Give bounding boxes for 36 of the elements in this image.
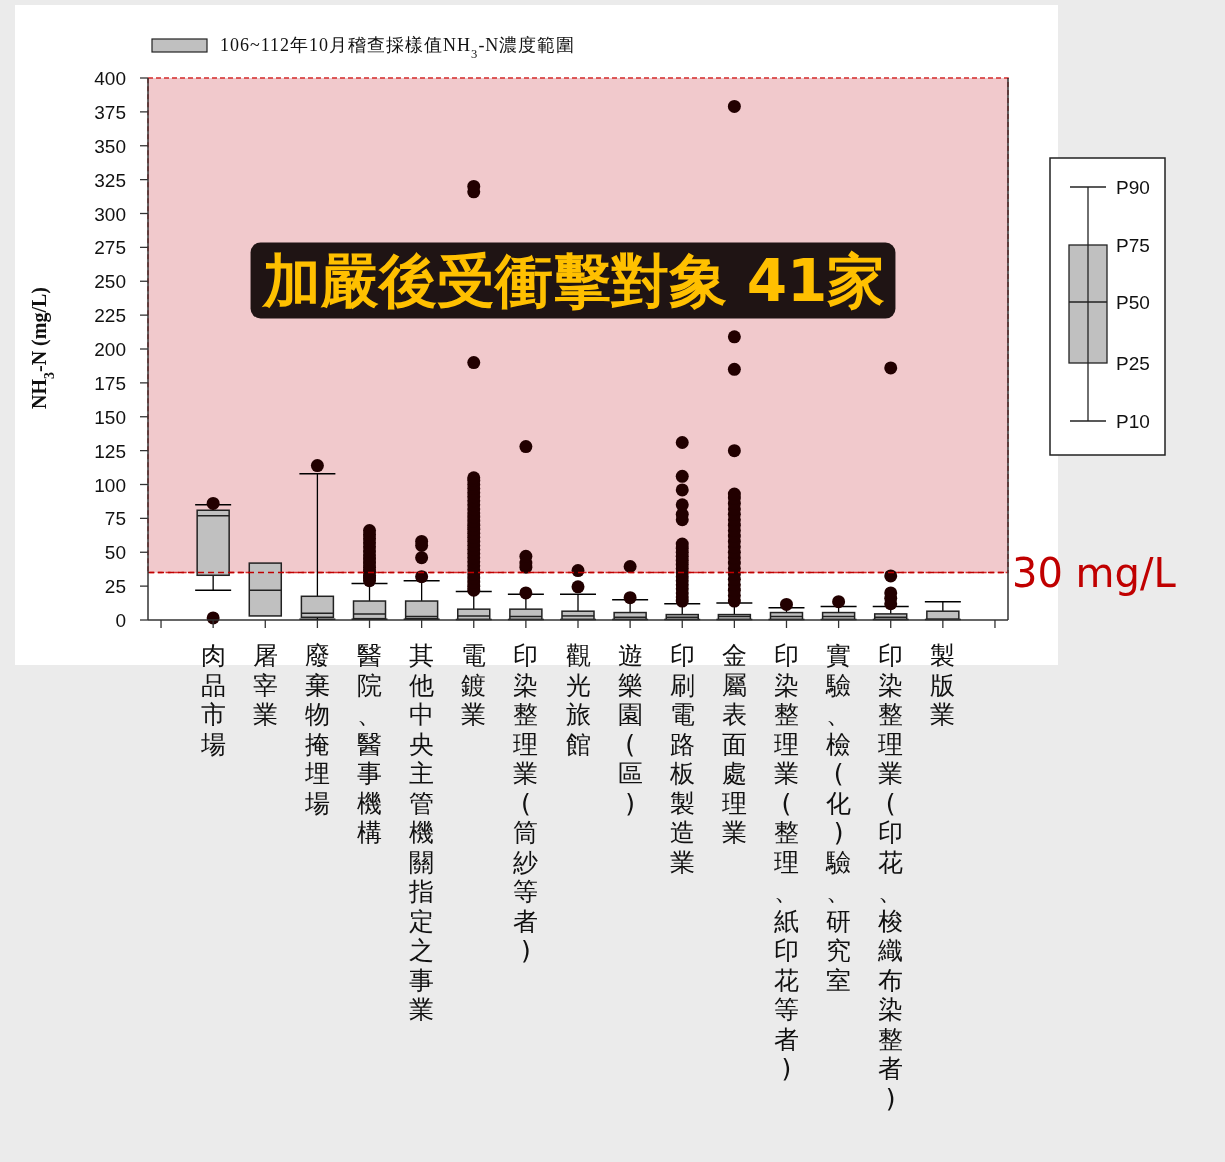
category-label: 印染整理業(整理、紙印花等者) xyxy=(773,641,799,1083)
x-tick-label: 製版業 xyxy=(930,641,956,729)
y-tick-label: 75 xyxy=(104,508,126,530)
y-tick-label: 250 xyxy=(94,271,126,293)
x-tick-label: 肉品市場 xyxy=(199,641,226,759)
x-tick-label: 電鍍業 xyxy=(461,641,487,729)
y-tick-label: 25 xyxy=(104,576,126,598)
y-tick-label: 325 xyxy=(94,169,126,191)
x-tick-label: 廢棄物掩埋場 xyxy=(303,641,330,818)
y-tick-label: 50 xyxy=(104,542,126,564)
y-tick-label: 225 xyxy=(94,305,126,327)
category-label: 其他中央主管機關指定之事業 xyxy=(409,641,435,1024)
y-tick-label: 150 xyxy=(94,406,126,428)
x-tick-label: 醫院、醫事機構 xyxy=(357,641,383,847)
x-tick-label: 觀光旅館 xyxy=(565,641,591,759)
band-label: 加嚴後受衝擊對象 41家 xyxy=(260,246,886,315)
category-label: 實驗、檢(化)驗、研究室 xyxy=(826,641,852,995)
category-label: 印染整理業(印花、梭織布染整者) xyxy=(878,641,904,1113)
x-tick-label: 金屬表面處理業 xyxy=(721,641,747,847)
x-tick-label: 遊樂園(區) xyxy=(617,641,643,818)
y-tick-label: 125 xyxy=(94,440,126,462)
ref-line-label: 30 mg/L xyxy=(1012,549,1177,596)
legend-label: 106~112年10月稽查採樣值NH$_{3}$-N濃度範圍 xyxy=(220,35,576,61)
x-tick-label: 印刷電路板製造業 xyxy=(668,641,695,877)
y-tick-label: 275 xyxy=(94,237,126,259)
y-tick-label: 0 xyxy=(115,610,126,631)
category-label: 印染整理業(筒紗等者) xyxy=(513,641,539,965)
y-tick-label: 350 xyxy=(94,135,126,157)
y-tick-label: 200 xyxy=(94,339,126,360)
y-tick-label: 400 xyxy=(94,68,126,89)
x-tick-label: 屠宰業 xyxy=(252,641,278,729)
box-key: P90 P75 P50 P25 P10 xyxy=(1049,157,1166,456)
y-tick-label: 375 xyxy=(94,101,126,123)
y-tick-label: 300 xyxy=(94,203,126,225)
y-tick-label: 100 xyxy=(94,474,126,496)
y-tick-label: 175 xyxy=(94,372,126,394)
